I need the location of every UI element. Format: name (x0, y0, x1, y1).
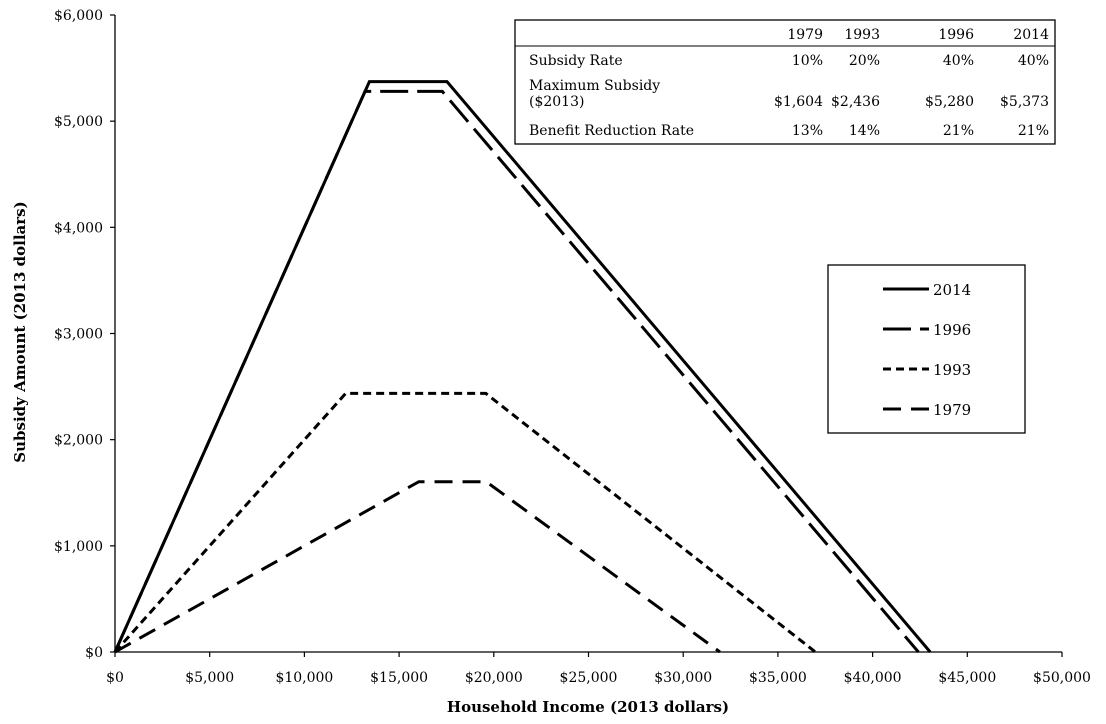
x-tick-label: $5,000 (185, 670, 234, 686)
axes: $0 $1,000 $2,000 $3,000 $4,000 $5,000 $6,000 $0… (54, 8, 1091, 686)
table-row-label: Maximum Subsidy (529, 78, 660, 94)
table-header-cell: 1996 (938, 27, 974, 43)
table-cell: 20% (849, 53, 880, 69)
legend: 2014 1996 1993 1979 (827, 264, 1026, 434)
table-header-cell: 1993 (844, 27, 880, 43)
x-tick-label: $50,000 (1033, 670, 1091, 686)
table-cell: 40% (1018, 53, 1049, 69)
x-axis-title: Household Income (2013 dollars) (447, 698, 729, 716)
table-cell: $1,604 (774, 94, 823, 110)
x-tick-label: $30,000 (654, 670, 712, 686)
legend-label: 1993 (933, 361, 971, 379)
table-row-label-cont: ($2013) (529, 94, 584, 110)
table-header-cell: 2014 (1013, 27, 1049, 43)
table-row-label: Subsidy Rate (529, 53, 623, 69)
series-line-1979 (114, 480, 721, 654)
table-border (514, 19, 1056, 145)
series-layer (113, 80, 932, 654)
table-cell: 14% (849, 123, 880, 139)
series-line-1996 (113, 89, 920, 653)
legend-label: 2014 (933, 281, 971, 299)
series-line-2014 (113, 80, 932, 653)
table-cell: $5,373 (1000, 94, 1049, 110)
x-tick-label: $40,000 (844, 670, 902, 686)
y-tick-label: $2,000 (54, 433, 103, 449)
table-cell: $2,436 (831, 94, 880, 110)
table-cell: 40% (943, 53, 974, 69)
y-tick-label: $1,000 (54, 539, 103, 555)
legend-label: 1996 (933, 321, 971, 339)
legend-box (827, 264, 1026, 434)
x-tick-label: $45,000 (938, 670, 996, 686)
x-tick-label: $25,000 (560, 670, 618, 686)
table-cell: $5,280 (925, 94, 974, 110)
parameter-table: 1979 1993 1996 2014 Subsidy Rate 10% 20% 40% 40%… (514, 19, 1056, 145)
y-tick-label: $4,000 (54, 220, 103, 236)
x-tick-label: $15,000 (370, 670, 428, 686)
legend-label: 1979 (933, 401, 971, 419)
table-cell: 13% (792, 123, 823, 139)
table-header-cell: 1979 (787, 27, 823, 43)
table-cell: 10% (792, 53, 823, 69)
table-row-label: Benefit Reduction Rate (529, 123, 694, 139)
x-tick-label: $20,000 (465, 670, 523, 686)
table-cell: 21% (943, 123, 974, 139)
y-tick-label: $0 (85, 645, 103, 661)
x-tick-label: $0 (106, 670, 124, 686)
series-line-1993 (113, 391, 817, 654)
x-tick-label: $10,000 (275, 670, 333, 686)
y-axis-title: Subsidy Amount (2013 dollars) (11, 201, 29, 462)
table-cell: 21% (1018, 123, 1049, 139)
y-tick-label: $5,000 (54, 114, 103, 130)
y-tick-label: $6,000 (54, 8, 103, 24)
x-tick-label: $35,000 (749, 670, 807, 686)
y-tick-label: $3,000 (54, 327, 103, 343)
